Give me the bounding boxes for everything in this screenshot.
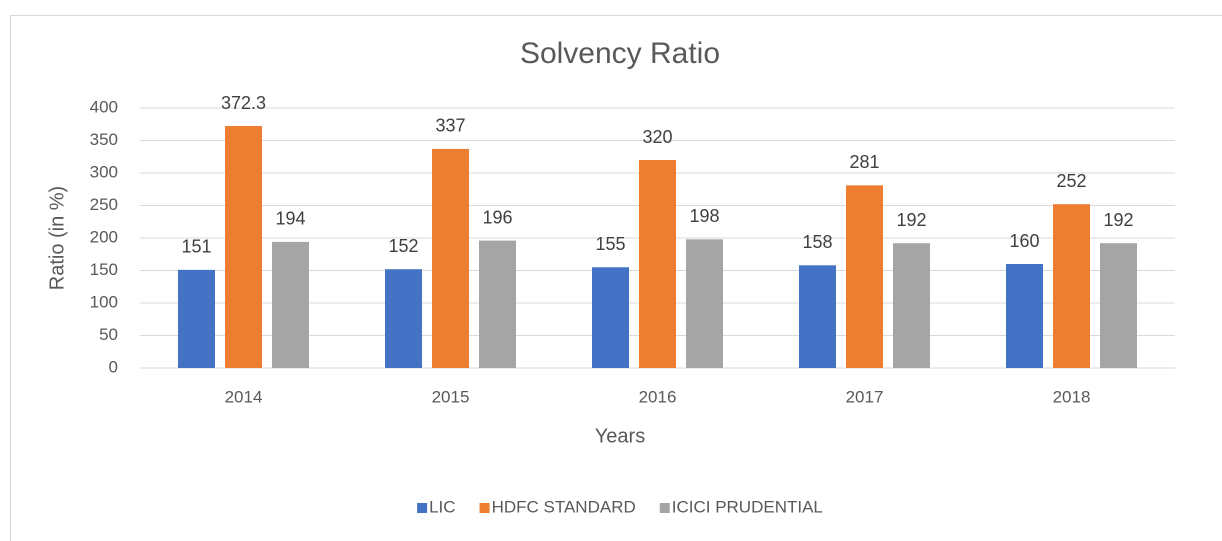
y-tick-label: 350 xyxy=(90,130,118,149)
chart-title: Solvency Ratio xyxy=(520,37,720,70)
y-tick-label: 200 xyxy=(90,227,118,246)
bar xyxy=(225,126,262,368)
data-label: 198 xyxy=(689,206,719,226)
bar xyxy=(272,241,309,368)
bar xyxy=(1100,243,1137,368)
y-tick-label: 300 xyxy=(90,162,118,181)
bar xyxy=(178,269,215,368)
bar xyxy=(1006,264,1043,368)
legend-swatch xyxy=(417,503,428,513)
bar xyxy=(1053,204,1090,368)
x-tick-label: 2017 xyxy=(846,387,884,406)
data-label: 337 xyxy=(435,116,465,136)
data-label: 155 xyxy=(595,234,625,254)
bar xyxy=(893,243,930,368)
data-label: 158 xyxy=(802,232,832,252)
legend-label: ICICI PRUDENTIAL xyxy=(672,497,823,516)
legend-label: HDFC STANDARD xyxy=(492,497,636,516)
legend-swatch xyxy=(479,503,490,513)
legend-swatch xyxy=(659,503,670,513)
data-label: 192 xyxy=(1103,210,1133,230)
y-tick-label: 150 xyxy=(90,260,118,279)
y-tick-label: 100 xyxy=(90,292,118,311)
data-label: 320 xyxy=(642,127,672,147)
data-label: 252 xyxy=(1056,171,1086,191)
bar xyxy=(479,240,516,368)
y-tick-label: 400 xyxy=(90,97,118,116)
bar xyxy=(799,265,836,368)
y-tick-label: 0 xyxy=(109,357,118,376)
y-tick-label: 50 xyxy=(99,325,118,344)
bar xyxy=(639,160,676,368)
x-tick-label: 2014 xyxy=(225,387,263,406)
y-axis-label: Ratio (in %) xyxy=(46,186,68,290)
bar xyxy=(686,239,723,368)
x-axis-label: Years xyxy=(595,425,645,447)
data-label: 196 xyxy=(482,207,512,227)
data-label: 152 xyxy=(388,236,418,256)
x-tick-label: 2016 xyxy=(639,387,677,406)
x-tick-label: 2015 xyxy=(432,387,470,406)
bar xyxy=(385,269,422,368)
data-label: 194 xyxy=(275,209,305,229)
data-label: 372.3 xyxy=(221,93,266,113)
data-label: 281 xyxy=(849,152,879,172)
data-label: 192 xyxy=(896,210,926,230)
data-label: 151 xyxy=(181,237,211,257)
legend-label: LIC xyxy=(429,497,455,516)
bar xyxy=(432,148,469,368)
y-tick-label: 250 xyxy=(90,195,118,214)
data-label: 160 xyxy=(1009,231,1039,251)
x-tick-label: 2018 xyxy=(1053,387,1091,406)
bar xyxy=(592,267,629,368)
bar xyxy=(846,185,883,368)
